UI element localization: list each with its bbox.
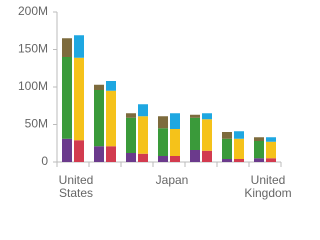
bar-segment [158, 156, 168, 162]
x-tick-label: United States [59, 173, 94, 200]
bar-segment [106, 81, 116, 91]
bar-segment [202, 150, 212, 162]
bar-segment [94, 146, 104, 162]
bar-segment [190, 114, 200, 118]
bar-segment [158, 128, 168, 156]
bar-segment [190, 150, 200, 162]
y-tick-label: 150M [18, 42, 48, 56]
bar-segment [94, 84, 104, 90]
bar-segment [234, 138, 244, 159]
bar-segment [234, 131, 244, 139]
bar-segment [170, 129, 180, 156]
bar-segment [202, 113, 212, 120]
chart: 0 50M 100M 150M 200M United States Japan United K… [18, 4, 292, 200]
y-tick-label: 50M [25, 117, 48, 131]
bar-segment [74, 35, 84, 58]
bar-segment [170, 113, 180, 129]
bar-segment [222, 138, 232, 159]
x-tick-label: Japan [156, 173, 189, 187]
bar-segment [106, 90, 116, 147]
bar-segment [126, 153, 136, 162]
bar-segment [62, 138, 72, 162]
bar-segment [266, 141, 276, 159]
bar-segment [266, 158, 276, 162]
bar-segment [126, 117, 136, 153]
bar-segment [74, 57, 84, 141]
y-tick-label: 200M [18, 4, 48, 18]
bar-segment [62, 57, 72, 139]
bar-segment [74, 140, 84, 162]
bar-segment [62, 38, 72, 57]
bar-segment [266, 137, 276, 142]
bar-segment [170, 156, 180, 162]
bar-segment [202, 119, 212, 151]
bar-segment [138, 104, 148, 117]
bar-segment [222, 132, 232, 139]
bar-segment [254, 141, 264, 159]
bar-segment [138, 116, 148, 154]
bar-segment [106, 146, 116, 162]
y-tick-label: 100M [18, 79, 48, 93]
bar-segment [190, 117, 200, 150]
x-tick-label: United Kingdom [244, 173, 291, 200]
bar-segment [94, 90, 104, 147]
bar-segment [138, 153, 148, 162]
bar-segment [158, 116, 168, 129]
bar-segment [254, 137, 264, 141]
bar-segment [126, 113, 136, 118]
y-tick-label: 0 [41, 154, 48, 168]
bar-segment [234, 159, 244, 162]
bar-segment [254, 158, 264, 162]
bar-segment [222, 159, 232, 162]
